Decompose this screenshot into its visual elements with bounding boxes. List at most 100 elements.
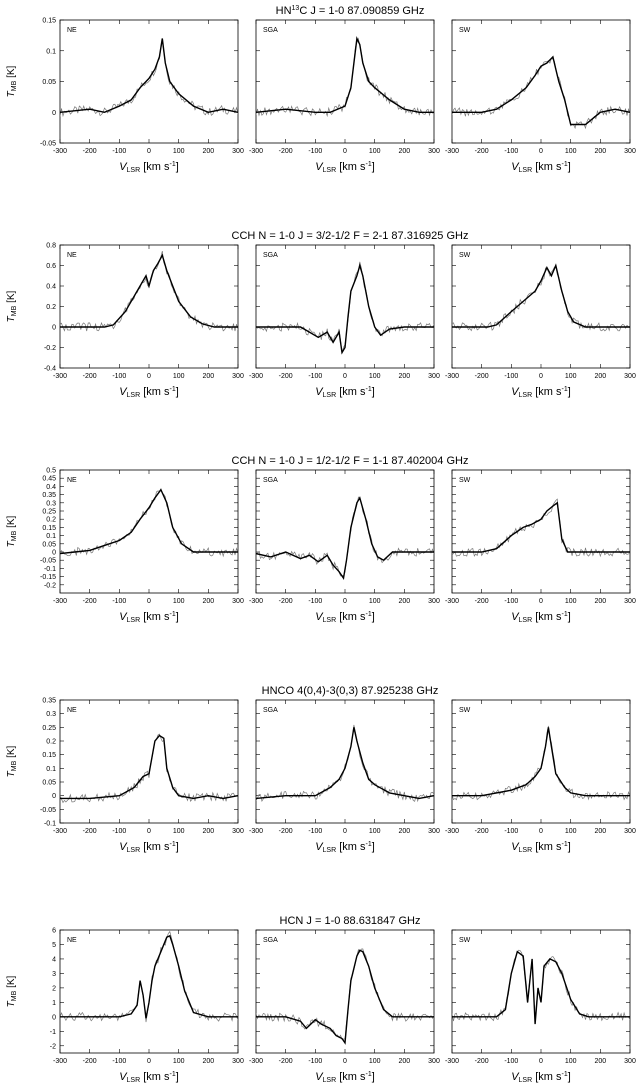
y-tick-label: -2 (50, 1043, 56, 1050)
y-tick-label: 0.1 (46, 766, 56, 773)
raw-spectrum-line (60, 733, 238, 804)
x-tick-label: 100 (369, 373, 381, 380)
y-tick-label: 0.3 (46, 711, 56, 718)
panel-label: SW (459, 252, 471, 259)
x-tick-label: 0 (343, 373, 347, 380)
row-title: HN13C J = 1-0 87.090859 GHz (276, 5, 425, 17)
y-tick-label: 0.2 (46, 517, 56, 524)
x-tick-label: 300 (428, 598, 440, 605)
y-tick-label: 2 (52, 985, 56, 992)
x-tick-label: 200 (398, 598, 410, 605)
x-tick-label: 300 (428, 148, 440, 155)
y-axis-label: TMB [K] (6, 745, 18, 777)
smoothed-spectrum-line (256, 496, 434, 581)
raw-spectrum-line (256, 496, 434, 577)
x-tick-label: 300 (232, 1058, 244, 1065)
x-tick-label: -200 (475, 598, 489, 605)
x-tick-label: -200 (83, 828, 97, 835)
panel-ne: -0.1 -0.05 0 0.05 0.1 0.15 0.2 0.25 0.3 0.35 -300 -… (40, 698, 244, 855)
raw-spectrum-line (452, 57, 630, 130)
x-axis-label: VLSR [km s-1] (315, 611, 375, 624)
smoothed-spectrum-line (60, 488, 238, 555)
spectrum-row: CCH N = 1-0 J = 3/2-1/2 F = 2-1 87.31692… (6, 230, 636, 399)
y-tick-label: 0.4 (46, 484, 56, 491)
raw-spectrum-line (60, 251, 238, 332)
raw-spectrum-line (256, 724, 434, 803)
panel-label: SGA (263, 252, 278, 259)
y-tick-label: 0.45 (42, 476, 56, 483)
x-tick-label: -200 (279, 598, 293, 605)
x-tick-label: 300 (428, 828, 440, 835)
panel-sga: -300 -200 -100 0 100 200 300 SGA VLSR [km s-1] (249, 699, 440, 854)
x-tick-label: -300 (445, 148, 459, 155)
y-tick-label: -0.1 (44, 821, 56, 828)
y-tick-label: 0.15 (42, 18, 56, 25)
x-axis-label: VLSR [km s-1] (315, 841, 375, 854)
smoothed-spectrum-line (256, 262, 434, 355)
x-tick-label: 200 (202, 828, 214, 835)
spectrum-row: CCH N = 1-0 J = 1/2-1/2 F = 1-1 87.40200… (6, 455, 636, 624)
x-tick-label: -300 (249, 148, 263, 155)
x-tick-label: 100 (173, 373, 185, 380)
smoothed-spectrum-line (452, 950, 630, 1025)
y-tick-label: 0.25 (42, 725, 56, 732)
y-tick-label: -0.1 (44, 566, 56, 573)
x-tick-label: 0 (343, 828, 347, 835)
smoothed-spectrum-line (60, 934, 238, 1019)
plot-frame (451, 244, 631, 369)
x-tick-label: 0 (343, 148, 347, 155)
x-tick-label: 300 (232, 828, 244, 835)
x-tick-label: 0 (343, 1058, 347, 1065)
x-tick-label: -200 (475, 828, 489, 835)
x-tick-label: 200 (594, 598, 606, 605)
x-tick-label: -300 (445, 828, 459, 835)
y-tick-label: 0.2 (46, 739, 56, 746)
x-tick-label: 100 (369, 1058, 381, 1065)
y-tick-label: 1 (52, 1000, 56, 1007)
y-tick-label: -0.4 (44, 366, 56, 373)
x-tick-label: -100 (112, 828, 126, 835)
plot-frame (255, 699, 435, 824)
x-tick-label: -200 (83, 598, 97, 605)
raw-spectrum-line (60, 39, 238, 118)
y-tick-label: 0 (52, 110, 56, 117)
x-tick-label: 200 (398, 373, 410, 380)
x-tick-label: 300 (624, 148, 636, 155)
x-tick-label: -300 (445, 1058, 459, 1065)
x-tick-label: 300 (232, 373, 244, 380)
panel-label: NE (67, 707, 77, 714)
plot-frame (255, 929, 435, 1054)
x-tick-label: 300 (624, 373, 636, 380)
y-tick-label: 6 (52, 928, 56, 935)
x-tick-label: -100 (112, 373, 126, 380)
x-tick-label: -200 (83, 148, 97, 155)
x-tick-label: -100 (308, 148, 322, 155)
x-tick-label: -100 (504, 373, 518, 380)
y-tick-label: -1 (50, 1029, 56, 1036)
smoothed-spectrum-line (452, 501, 630, 553)
row-title: HCN J = 1-0 88.631847 GHz (280, 915, 421, 927)
y-tick-label: 0 (52, 1014, 56, 1021)
y-tick-label: 3 (52, 971, 56, 978)
x-axis-label: VLSR [km s-1] (315, 386, 375, 399)
x-tick-label: -100 (112, 148, 126, 155)
x-tick-label: 100 (565, 148, 577, 155)
panel-sw: -300 -200 -100 0 100 200 300 SW VLSR [km s-1] (445, 699, 636, 854)
panel-label: SW (459, 937, 471, 944)
x-tick-label: 0 (147, 828, 151, 835)
raw-spectrum-line (452, 949, 630, 1022)
x-tick-label: 300 (428, 1058, 440, 1065)
x-tick-label: -300 (249, 598, 263, 605)
panel-sga: -300 -200 -100 0 100 200 300 SGA VLSR [km s-1] (249, 244, 440, 399)
x-tick-label: 100 (369, 828, 381, 835)
y-axis-label: TMB [K] (6, 975, 18, 1007)
x-tick-label: 0 (539, 373, 543, 380)
x-tick-label: 200 (398, 1058, 410, 1065)
smoothed-spectrum-line (452, 727, 630, 797)
panel-ne: -0.4 -0.2 0 0.2 0.4 0.6 0.8 -300 -200 -100 0 100 200… (44, 243, 244, 400)
smoothed-spectrum-line (60, 253, 238, 328)
x-axis-label: VLSR [km s-1] (511, 161, 571, 174)
x-tick-label: 100 (565, 1058, 577, 1065)
x-tick-label: -300 (445, 373, 459, 380)
